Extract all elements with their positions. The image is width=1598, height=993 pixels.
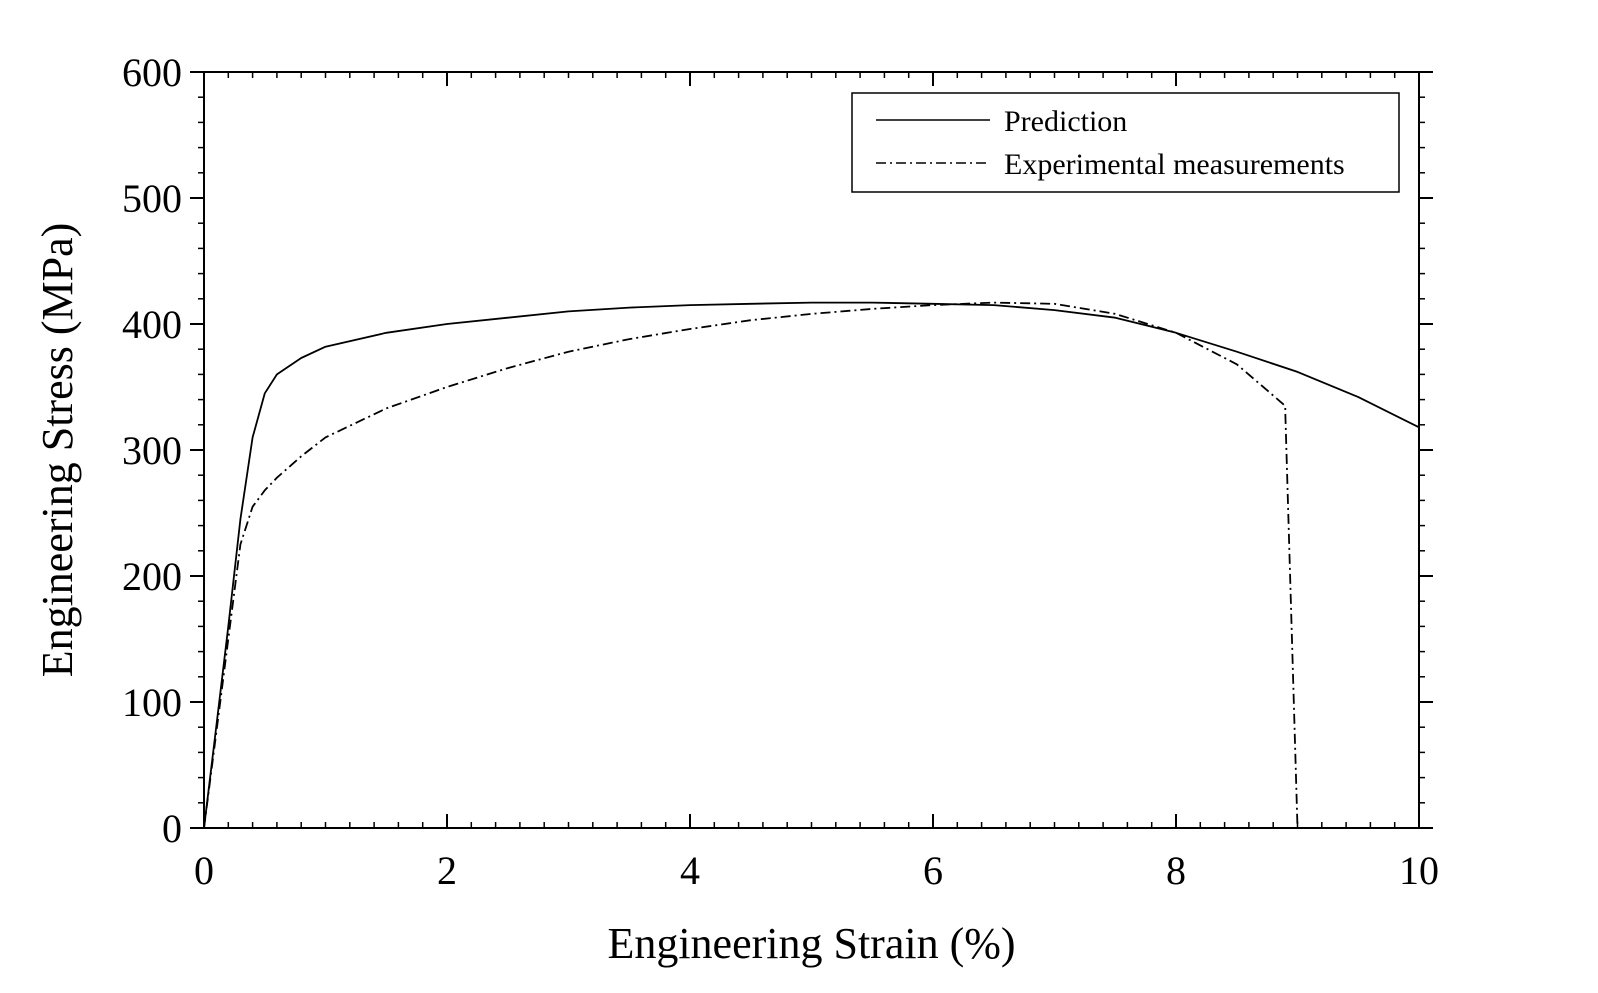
x-tick-label: 2	[437, 848, 457, 893]
y-tick-label: 0	[162, 806, 182, 851]
series-line-experimental	[203, 301, 1299, 829]
legend: Prediction Experimental measurements	[851, 92, 1400, 193]
series-layer	[203, 301, 1420, 829]
legend-box	[851, 92, 1400, 193]
y-tick-label: 200	[122, 554, 182, 599]
x-tick-label: 8	[1166, 848, 1186, 893]
y-tick-label: 500	[122, 176, 182, 221]
y-tick-label: 600	[122, 50, 182, 95]
y-axis-title: Engineering Stress (MPa)	[33, 223, 82, 678]
y-tick-label: 400	[122, 302, 182, 347]
series-line-prediction	[203, 301, 1420, 829]
x-tick-label: 4	[680, 848, 700, 893]
y-tick-label: 100	[122, 680, 182, 725]
plot-frame	[203, 71, 1420, 829]
x-tick-label: 0	[194, 848, 214, 893]
x-axis-title: Engineering Strain (%)	[607, 919, 1015, 968]
legend-label-experimental: Experimental measurements	[1004, 148, 1345, 181]
x-tick-label: 10	[1399, 848, 1439, 893]
x-tick-label: 6	[923, 848, 943, 893]
legend-label-prediction: Prediction	[1004, 105, 1127, 138]
y-tick-label: 300	[122, 428, 182, 473]
